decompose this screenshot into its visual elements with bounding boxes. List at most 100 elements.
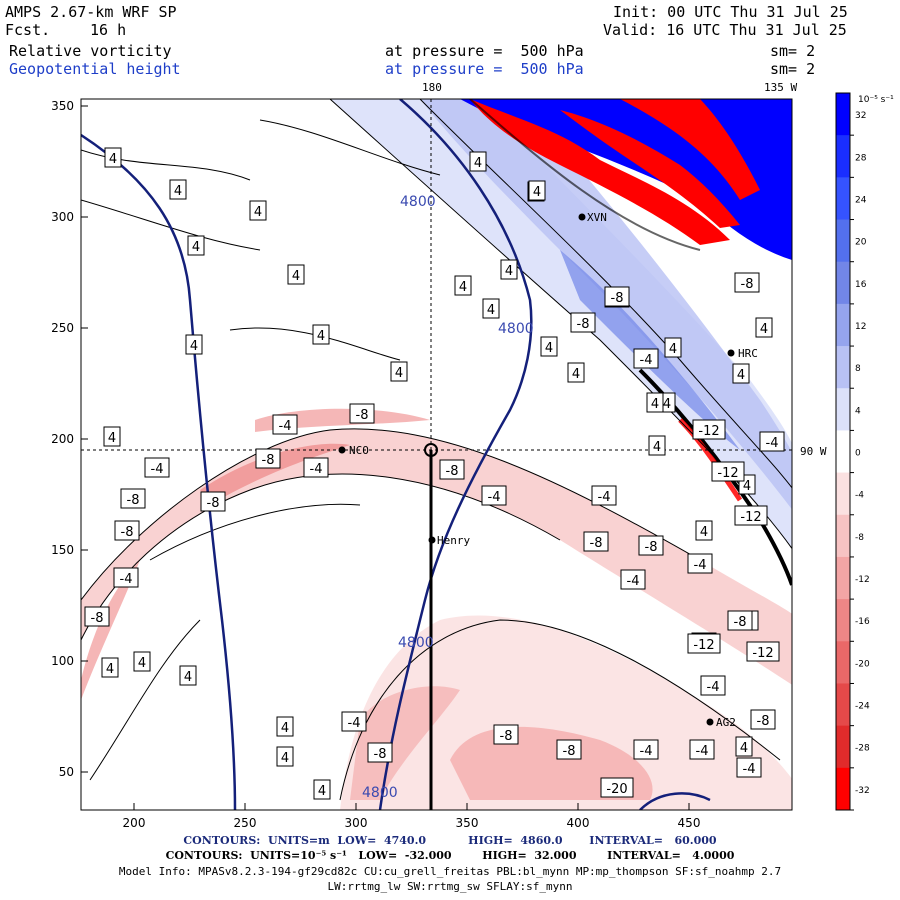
- colorbar-swatch: [836, 135, 850, 178]
- vorticity-label: -8: [91, 611, 104, 626]
- colorbar-label: -20: [855, 659, 870, 669]
- colorbar-swatch: [836, 556, 850, 600]
- vorticity-label-box: [638, 535, 664, 556]
- colorbar-swatch: [836, 599, 850, 642]
- colorbar-swatch: [836, 177, 850, 221]
- footer-vorticity-contours: CONTOURS: UNITS=10⁻⁵ s⁻¹ LOW= -32.000 HI…: [165, 849, 735, 862]
- valid-time: Valid: 16 UTC Thu 31 Jul 25: [603, 21, 847, 39]
- field1-pressure: at pressure = 500 hPa: [385, 42, 584, 60]
- vorticity-label-box: [746, 641, 780, 662]
- vorticity-label-box: [113, 567, 139, 588]
- vorticity-label: -4: [488, 490, 501, 505]
- y-tick-label: 200: [51, 432, 74, 446]
- vorticity-label-box: [200, 491, 226, 512]
- station-label: NCO: [349, 444, 369, 457]
- vorticity-label-box: [687, 553, 713, 574]
- vorticity-label-box: [390, 361, 408, 382]
- colorbar-swatch: [836, 261, 850, 305]
- colorbar-label: -16: [855, 617, 870, 627]
- vorticity-label: 4: [395, 366, 403, 381]
- vorticity-label-box: [750, 709, 776, 730]
- colorbar-swatch: [836, 93, 850, 136]
- vorticity-label: -8: [446, 464, 459, 479]
- colorbar-swatch: [836, 388, 850, 431]
- vorticity-label: 4: [743, 479, 751, 494]
- vorticity-label-box: [734, 272, 760, 293]
- vorticity-label: -4: [120, 572, 133, 587]
- vorticity-label: 4: [737, 368, 745, 383]
- vorticity-label: 4: [254, 205, 262, 220]
- vorticity-label: -8: [500, 729, 513, 744]
- field2-smoothing: sm= 2: [770, 60, 816, 78]
- x-tick-label: 300: [345, 816, 368, 830]
- lon-label-90w: 90 W: [800, 445, 827, 458]
- station-marker: [706, 718, 714, 726]
- vorticity-label-box: [620, 569, 646, 590]
- vorticity-label-box: [604, 286, 630, 307]
- vorticity-label: 4: [281, 721, 289, 736]
- lon-label-180: 180: [422, 81, 442, 94]
- vorticity-label-box: [469, 151, 487, 172]
- vorticity-label: 4: [474, 156, 482, 171]
- vorticity-label: -4: [640, 744, 653, 759]
- vorticity-label: 4: [192, 240, 200, 255]
- vorticity-label-box: [144, 457, 170, 478]
- vorticity-label-box: [648, 435, 666, 456]
- height-contour-label: 4800: [400, 194, 436, 210]
- vorticity-label-box: [185, 334, 203, 355]
- vorticity-label: 4: [292, 269, 300, 284]
- vorticity-label-box: [493, 724, 519, 745]
- vorticity-label-box: [600, 777, 634, 798]
- colorbar-label: 32: [855, 111, 866, 121]
- vorticity-label: 4: [317, 329, 325, 344]
- colorbar-label: -28: [855, 744, 870, 754]
- colorbar-label: 4: [855, 406, 861, 416]
- vorticity-label-box: [700, 675, 726, 696]
- station-label: HRC: [738, 347, 758, 360]
- vorticity-label-box: [179, 665, 197, 686]
- vorticity-label: -8: [577, 317, 590, 332]
- vorticity-label: -12: [698, 424, 719, 439]
- vorticity-label: 4: [318, 784, 326, 799]
- vorticity-label-box: [570, 312, 596, 333]
- colorbar-label: 0: [855, 449, 861, 459]
- vorticity-label: 4: [669, 342, 677, 357]
- vorticity-label-box: [591, 485, 617, 506]
- vorticity-label: -8: [374, 747, 387, 762]
- footer-physics-info: LW:rrtmg_lw SW:rrtmg_sw SFLAY:sf_mynn: [327, 880, 573, 893]
- vorticity-label-box: [481, 485, 507, 506]
- vorticity-label-box: [255, 448, 281, 469]
- field1-smoothing: sm= 2: [770, 42, 816, 60]
- vorticity-label: -8: [127, 493, 140, 508]
- vorticity-label: -4: [627, 574, 640, 589]
- vorticity-label-box: [528, 180, 546, 201]
- vorticity-label: -12: [740, 510, 761, 525]
- vorticity-label-box: [734, 505, 768, 526]
- vorticity-label-box: [556, 739, 582, 760]
- vorticity-label: 4: [572, 367, 580, 382]
- footer-height-contours: CONTOURS: UNITS=m LOW= 4740.0 HIGH= 4860…: [183, 834, 717, 847]
- vorticity-label-box: [454, 275, 472, 296]
- colorbar-label: 24: [855, 195, 867, 205]
- colorbar-swatch: [836, 303, 850, 347]
- vorticity-label: -8: [563, 744, 576, 759]
- lon-label-135w: 135 W: [764, 81, 797, 94]
- colorbar-label: -4: [855, 491, 864, 501]
- vorticity-label: -4: [348, 716, 361, 731]
- height-contours: [81, 99, 711, 810]
- colorbar-frame: [835, 92, 851, 811]
- footer-model-info: Model Info: MPASv8.2.3-194-gf29cd82c CU:…: [118, 865, 782, 878]
- vorticity-label: -4: [310, 462, 323, 477]
- vorticity-label-box: [249, 200, 267, 221]
- y-tick-label: 350: [51, 99, 74, 113]
- vorticity-label-box: [695, 520, 713, 541]
- x-tick-label: 400: [567, 816, 590, 830]
- x-tick-label: 350: [456, 816, 479, 830]
- colorbar-swatch: [836, 472, 850, 516]
- vorticity-label-box: [540, 336, 558, 357]
- plot-frame: [80, 98, 793, 811]
- vorticity-label: -4: [694, 558, 707, 573]
- height-contour-label: 4800: [362, 785, 398, 801]
- y-tick-label: 300: [51, 210, 74, 224]
